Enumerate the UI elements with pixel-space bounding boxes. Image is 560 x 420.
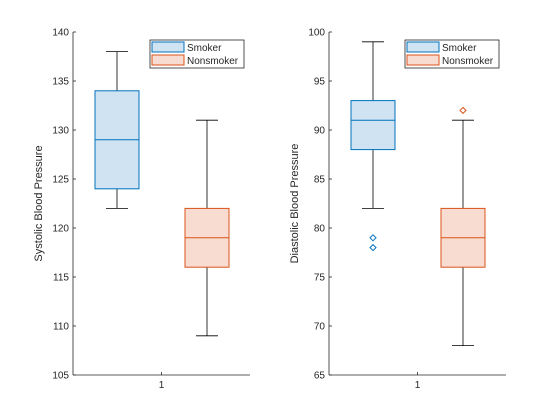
legend-swatch-smoker	[406, 41, 440, 53]
y-tick-label: 95	[314, 77, 326, 88]
box-smoker	[94, 51, 140, 209]
legend-swatch-smoker	[151, 41, 185, 53]
y-tick-label: 120	[52, 224, 69, 235]
y-tick-label: 130	[52, 126, 69, 137]
legend-label-nonsmoker: Nonsmoker	[442, 56, 494, 67]
legend-label-nonsmoker: Nonsmoker	[187, 56, 239, 67]
legend-swatch-nonsmoker	[406, 54, 440, 66]
y-tick-label: 125	[52, 175, 69, 186]
box-smoker	[350, 41, 396, 252]
outlier-point	[369, 234, 377, 242]
outlier-point	[459, 106, 467, 115]
outlier-point	[369, 243, 377, 252]
y-tick-label: 105	[52, 371, 69, 382]
y-tick-label: 65	[314, 371, 326, 382]
y-axis-label: Systolic Blood Pressure	[33, 145, 45, 261]
x-tick-label: 1	[415, 380, 421, 391]
legend-swatch-nonsmoker	[151, 54, 185, 66]
y-tick-label: 110	[53, 322, 69, 333]
legend: Smoker Nonsmoker	[404, 39, 500, 69]
legend: Smoker Nonsmoker	[149, 39, 245, 69]
legend-label-smoker: Smoker	[187, 43, 222, 54]
y-tick-label: 100	[308, 28, 325, 39]
y-tick-label: 115	[53, 273, 69, 284]
y-axis-label: Diastolic Blood Pressure	[289, 144, 301, 264]
chart-panel-1: 105 110 115 120 125 130 135 140 1 Systolic Blood …	[33, 28, 250, 391]
y-tick-label: 140	[52, 28, 69, 39]
legend-label-smoker: Smoker	[442, 43, 477, 54]
y-tick-label: 80	[314, 224, 326, 235]
y-tick-label: 70	[314, 322, 326, 333]
box-nonsmoker	[440, 106, 486, 347]
chart-panel-2: 65 70 75 80 85 90 95 100 1 Diastolic Blood Pressu…	[289, 28, 506, 391]
y-tick-label: 85	[314, 175, 326, 186]
y-tick-label: 90	[314, 126, 326, 137]
box-nonsmoker	[184, 119, 230, 337]
y-tick-label: 75	[314, 273, 326, 284]
y-tick-label: 135	[52, 77, 69, 88]
x-tick-label: 1	[159, 380, 165, 391]
iqr-box	[350, 100, 396, 151]
